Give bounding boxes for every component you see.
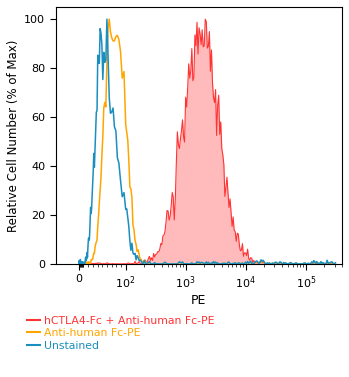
Y-axis label: Relative Cell Number (% of Max): Relative Cell Number (% of Max) [7, 39, 20, 231]
X-axis label: PE: PE [191, 294, 207, 307]
Legend: hCTLA4-Fc + Anti-human Fc-PE, Anti-human Fc-PE, Unstained: hCTLA4-Fc + Anti-human Fc-PE, Anti-human… [27, 316, 214, 351]
